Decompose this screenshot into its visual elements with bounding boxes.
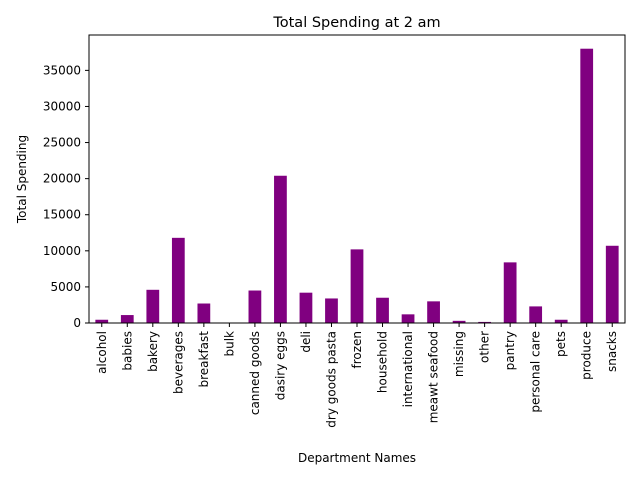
x-tick-label: pets — [554, 331, 568, 357]
x-tick-label: international — [401, 331, 415, 407]
x-tick-label: dry goods pasta — [324, 331, 338, 428]
x-tick-label: bakery — [146, 331, 160, 372]
y-tick-label: 10000 — [43, 244, 81, 258]
bar-bakery — [146, 290, 159, 323]
x-tick-label: personal care — [529, 331, 543, 413]
y-tick-label: 30000 — [43, 99, 81, 113]
y-tick-label: 20000 — [43, 172, 81, 186]
bar-breakfast — [197, 304, 210, 323]
bar-canned-goods — [249, 291, 262, 323]
y-tick-label: 5000 — [50, 280, 81, 294]
x-tick-label: household — [376, 331, 390, 393]
bar-produce — [580, 49, 593, 323]
x-tick-label: meawt seafood — [427, 331, 441, 423]
x-tick-label: babies — [120, 331, 134, 371]
x-tick-label: canned goods — [248, 331, 262, 415]
y-axis-label: Total Spending — [15, 135, 29, 224]
y-tick-label: 35000 — [43, 63, 81, 77]
x-tick-label: pantry — [503, 331, 517, 370]
bar-dasiry-eggs — [274, 176, 287, 323]
bars-group — [95, 49, 618, 323]
bar-meawt-seafood — [427, 301, 440, 323]
y-axis: 0 5000 10000 15000 20000 25000 30000 35000 — [43, 63, 89, 330]
x-axis: alcohol babies bakery beverages breakfast bul… — [95, 323, 619, 428]
bar-dry-goods-pasta — [325, 298, 338, 323]
bar-household — [376, 298, 389, 323]
x-tick-label: missing — [452, 331, 466, 377]
bar-deli — [300, 293, 313, 323]
bar-babies — [121, 315, 134, 323]
x-tick-label: dasiry eggs — [273, 331, 287, 400]
x-tick-label: other — [478, 331, 492, 363]
x-tick-label: snacks — [605, 331, 619, 372]
y-tick-label: 15000 — [43, 208, 81, 222]
x-tick-label: deli — [299, 331, 313, 353]
x-axis-label: Department Names — [298, 451, 416, 465]
bar-frozen — [351, 249, 364, 323]
bar-international — [402, 314, 415, 323]
x-tick-label: breakfast — [197, 331, 211, 388]
x-tick-label: produce — [580, 331, 594, 380]
x-tick-label: alcohol — [95, 331, 109, 374]
y-tick-label: 25000 — [43, 136, 81, 150]
y-tick-label: 0 — [73, 316, 81, 330]
x-tick-label: frozen — [350, 331, 364, 369]
bar-pantry — [504, 262, 517, 323]
chart-title: Total Spending at 2 am — [272, 15, 440, 31]
x-tick-label: beverages — [171, 331, 185, 394]
bar-personal-care — [529, 306, 542, 323]
x-tick-label: bulk — [222, 331, 236, 357]
bar-beverages — [172, 238, 185, 323]
bar-snacks — [606, 246, 619, 323]
